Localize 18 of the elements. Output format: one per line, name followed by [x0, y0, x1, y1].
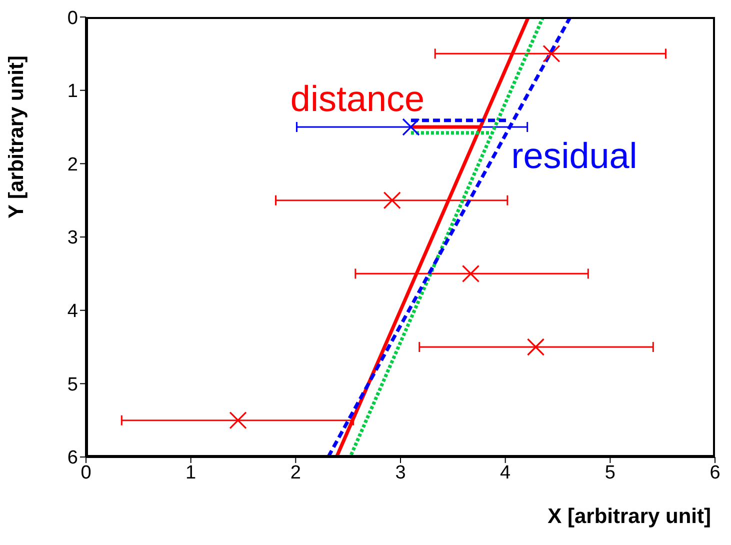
y-tick-label: 4 — [67, 301, 78, 322]
y-tick-label: 1 — [67, 81, 78, 102]
x-tick-label: 4 — [500, 462, 512, 484]
x-tick-label: 1 — [186, 462, 196, 484]
y-tick-label: 2 — [67, 154, 78, 176]
y-tick-label: 0 — [67, 8, 78, 29]
y-tick-label: 5 — [67, 374, 78, 396]
annotation: residual — [511, 134, 638, 176]
x-tick-label: 5 — [604, 462, 616, 484]
x-axis-title: X [arbitrary unit] — [548, 505, 711, 528]
annotation: distance — [290, 78, 425, 119]
x-tick-label: 3 — [395, 462, 406, 484]
x-tick-label: 6 — [710, 462, 720, 484]
x-tick-label: 2 — [290, 462, 301, 484]
y-tick-label: 3 — [67, 228, 78, 249]
y-tick-label: 6 — [67, 448, 78, 469]
y-axis-title: Y [arbitrary unit] — [4, 56, 28, 218]
x-tick-label: 0 — [80, 462, 92, 484]
